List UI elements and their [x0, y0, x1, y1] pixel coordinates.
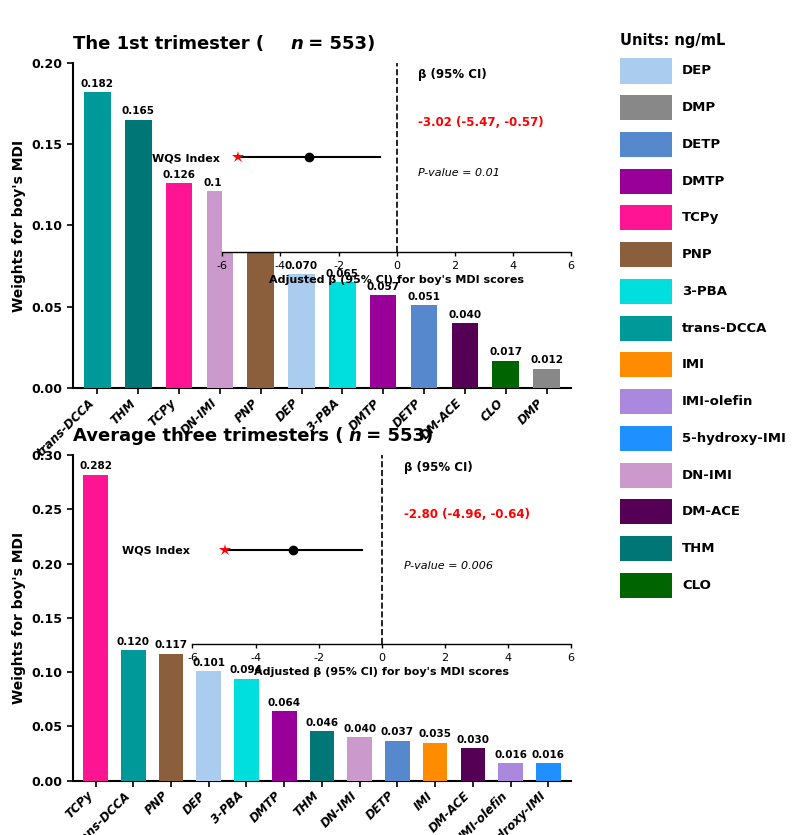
- Bar: [272, 711, 296, 781]
- Text: PNP: PNP: [682, 248, 713, 261]
- Bar: [207, 191, 233, 388]
- Text: 0.035: 0.035: [419, 730, 452, 740]
- Bar: [125, 119, 151, 388]
- Bar: [83, 474, 108, 781]
- Text: DMTP: DMTP: [682, 175, 725, 188]
- Text: 0.016: 0.016: [494, 750, 527, 760]
- Text: 0.051: 0.051: [407, 292, 441, 302]
- Bar: [248, 232, 274, 388]
- Bar: [386, 741, 410, 781]
- Text: 0.120: 0.120: [117, 637, 150, 647]
- Text: DEP: DEP: [682, 64, 712, 78]
- Text: 0.040: 0.040: [343, 724, 377, 734]
- Text: THM: THM: [682, 542, 715, 555]
- Text: 0.064: 0.064: [267, 698, 301, 708]
- Text: IMI: IMI: [682, 358, 705, 372]
- Text: 0.017: 0.017: [489, 347, 522, 357]
- Text: 0.037: 0.037: [381, 727, 414, 737]
- Text: DN-IMI: DN-IMI: [682, 468, 733, 482]
- Text: 0.282: 0.282: [79, 462, 112, 471]
- Y-axis label: Weights for boy's MDI: Weights for boy's MDI: [12, 139, 26, 311]
- Text: 0.117: 0.117: [155, 640, 188, 650]
- Text: 0.057: 0.057: [367, 282, 400, 292]
- Text: 0.121: 0.121: [203, 178, 237, 188]
- Text: 0.012: 0.012: [530, 356, 563, 366]
- Text: 0.070: 0.070: [285, 261, 318, 271]
- Bar: [492, 361, 519, 388]
- Bar: [370, 296, 396, 388]
- Text: n: n: [290, 34, 303, 53]
- Text: 3-PBA: 3-PBA: [682, 285, 727, 298]
- Text: The 1st trimester (: The 1st trimester (: [73, 34, 271, 53]
- Text: 0.040: 0.040: [448, 310, 481, 320]
- Bar: [461, 748, 485, 781]
- Bar: [288, 274, 315, 388]
- Text: 0.126: 0.126: [163, 170, 195, 180]
- Bar: [347, 737, 372, 781]
- Text: n: n: [348, 427, 361, 445]
- Bar: [84, 92, 111, 388]
- Text: DM-ACE: DM-ACE: [682, 505, 741, 519]
- Text: CLO: CLO: [682, 579, 711, 592]
- Text: 0.096: 0.096: [245, 219, 277, 229]
- Text: IMI-olefin: IMI-olefin: [682, 395, 753, 408]
- Bar: [309, 731, 335, 781]
- Bar: [159, 654, 183, 781]
- Text: Units: ng/mL: Units: ng/mL: [620, 33, 725, 48]
- Text: 0.101: 0.101: [192, 658, 225, 668]
- Text: 0.046: 0.046: [305, 717, 339, 727]
- Bar: [452, 323, 478, 388]
- Bar: [536, 763, 561, 781]
- Text: = 553): = 553): [302, 34, 375, 53]
- Text: 0.016: 0.016: [532, 750, 565, 760]
- Text: DMP: DMP: [682, 101, 716, 114]
- Bar: [121, 650, 146, 781]
- Y-axis label: Weights for boy's MDI: Weights for boy's MDI: [12, 532, 26, 704]
- Bar: [411, 306, 437, 388]
- Text: 5-hydroxy-IMI: 5-hydroxy-IMI: [682, 432, 786, 445]
- Text: = 553): = 553): [360, 427, 433, 445]
- Text: 0.065: 0.065: [326, 269, 359, 279]
- Text: trans-DCCA: trans-DCCA: [682, 321, 767, 335]
- Bar: [498, 763, 523, 781]
- Text: Average three trimesters (: Average three trimesters (: [73, 427, 350, 445]
- Text: TCPy: TCPy: [682, 211, 719, 225]
- Bar: [329, 282, 356, 388]
- Bar: [533, 369, 560, 388]
- Bar: [166, 183, 192, 388]
- Text: 0.182: 0.182: [81, 78, 114, 89]
- Bar: [234, 679, 258, 781]
- Text: 0.165: 0.165: [122, 106, 155, 116]
- Bar: [197, 671, 221, 781]
- Text: 0.030: 0.030: [456, 735, 489, 745]
- Bar: [423, 743, 447, 781]
- Text: 0.094: 0.094: [230, 665, 263, 676]
- Text: DETP: DETP: [682, 138, 721, 151]
